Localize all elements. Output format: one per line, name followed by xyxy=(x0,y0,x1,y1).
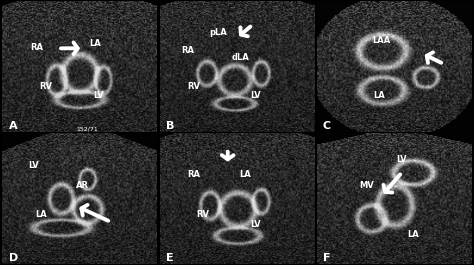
Text: LA: LA xyxy=(239,170,251,179)
Text: LV: LV xyxy=(250,91,261,100)
Text: LV: LV xyxy=(250,220,261,229)
Text: LAA: LAA xyxy=(373,36,391,45)
Text: MV: MV xyxy=(359,181,374,190)
Text: D: D xyxy=(9,253,18,263)
Text: AR: AR xyxy=(76,181,90,190)
Text: LA: LA xyxy=(35,210,47,219)
Text: RV: RV xyxy=(39,82,52,91)
Text: C: C xyxy=(323,121,331,131)
Text: RA: RA xyxy=(187,170,200,179)
Text: dLA: dLA xyxy=(231,53,249,62)
Text: LV: LV xyxy=(397,155,407,164)
Text: B: B xyxy=(166,121,174,131)
Text: RV: RV xyxy=(187,82,200,91)
Text: LA: LA xyxy=(373,91,384,100)
Text: E: E xyxy=(166,253,173,263)
Text: LA: LA xyxy=(407,231,419,240)
Text: A: A xyxy=(9,121,17,131)
Text: RA: RA xyxy=(30,42,43,51)
Text: LV: LV xyxy=(93,91,104,100)
Text: F: F xyxy=(323,253,330,263)
Text: LA: LA xyxy=(90,39,101,48)
Text: RA: RA xyxy=(181,46,194,55)
Text: LV: LV xyxy=(28,161,39,170)
Text: RV: RV xyxy=(196,210,210,219)
Text: 152/71: 152/71 xyxy=(77,127,99,132)
Text: pLA: pLA xyxy=(210,28,228,37)
